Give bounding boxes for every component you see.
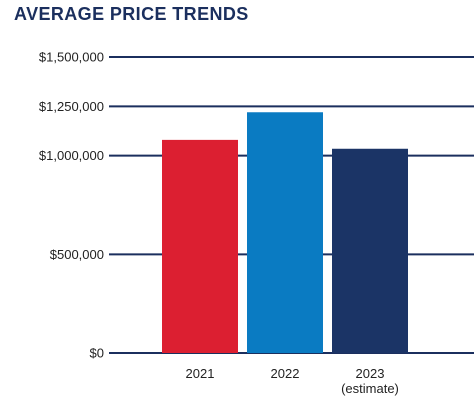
x-category-label: 2023 — [356, 366, 385, 381]
y-tick-label: $1,000,000 — [39, 148, 104, 163]
x-category-sublabel: (estimate) — [341, 381, 399, 396]
bar-2021 — [162, 139, 238, 353]
bars — [162, 112, 408, 354]
bar-2022 — [247, 112, 323, 354]
x-category-labels: 2021 2022 2023(estimate) — [186, 366, 399, 396]
x-category-label: 2022 — [271, 366, 300, 381]
y-tick-label: $1,500,000 — [39, 50, 104, 65]
x-category-label: 2021 — [186, 366, 215, 381]
chart-title: AVERAGE PRICE TRENDS — [14, 4, 249, 24]
y-tick-labels: $0 $500,000 $1,000,000 $1,250,000 $1,500,000 — [39, 50, 104, 361]
bar-2023 — [332, 148, 408, 353]
y-tick-label: $1,250,000 — [39, 99, 104, 114]
y-tick-label: $0 — [90, 346, 104, 361]
y-tick-label: $500,000 — [50, 247, 104, 262]
